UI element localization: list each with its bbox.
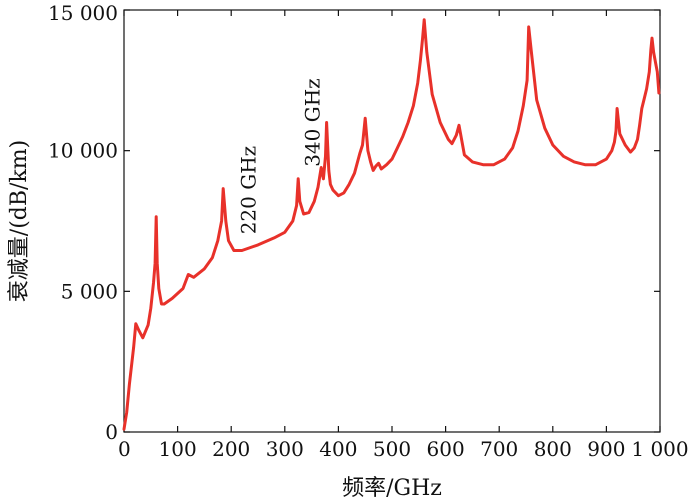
frequency-annotation: 340 GHz [301,78,325,166]
attenuation-series-line [122,18,661,431]
x-tick-label: 700 [480,437,518,461]
plot-area: 0 100 200 300 400 500 600 700 800 900 1 000 0 5 000… [48,1,689,461]
x-tick-label: 900 [587,437,625,461]
y-axis-ticks: 0 5 000 10 000 15 000 [48,1,660,444]
series-layer [122,18,661,431]
x-tick-label: 800 [534,437,572,461]
x-tick-label: 300 [266,437,304,461]
y-tick-label: 0 [105,420,118,444]
x-tick-label: 0 [118,437,131,461]
x-tick-label: 600 [427,437,465,461]
x-axis-title: 频率/GHz [342,476,442,501]
frequency-annotation: 220 GHz [236,146,260,235]
y-axis-title: 衰减量/(dB/km) [7,140,32,302]
x-tick-label: 200 [212,437,250,461]
y-tick-label: 15 000 [48,1,118,25]
x-tick-label: 400 [319,437,357,461]
x-axis-ticks: 0 100 200 300 400 500 600 700 800 900 1 000 [118,10,689,461]
plot-frame [123,9,661,433]
annotation-layer: 220 GHz 340 GHz [236,78,324,234]
y-tick-label: 5 000 [61,279,118,303]
y-tick-label: 10 000 [48,139,118,163]
x-tick-label: 500 [373,437,411,461]
x-tick-label: 1 000 [631,437,688,461]
x-tick-label: 100 [159,437,197,461]
